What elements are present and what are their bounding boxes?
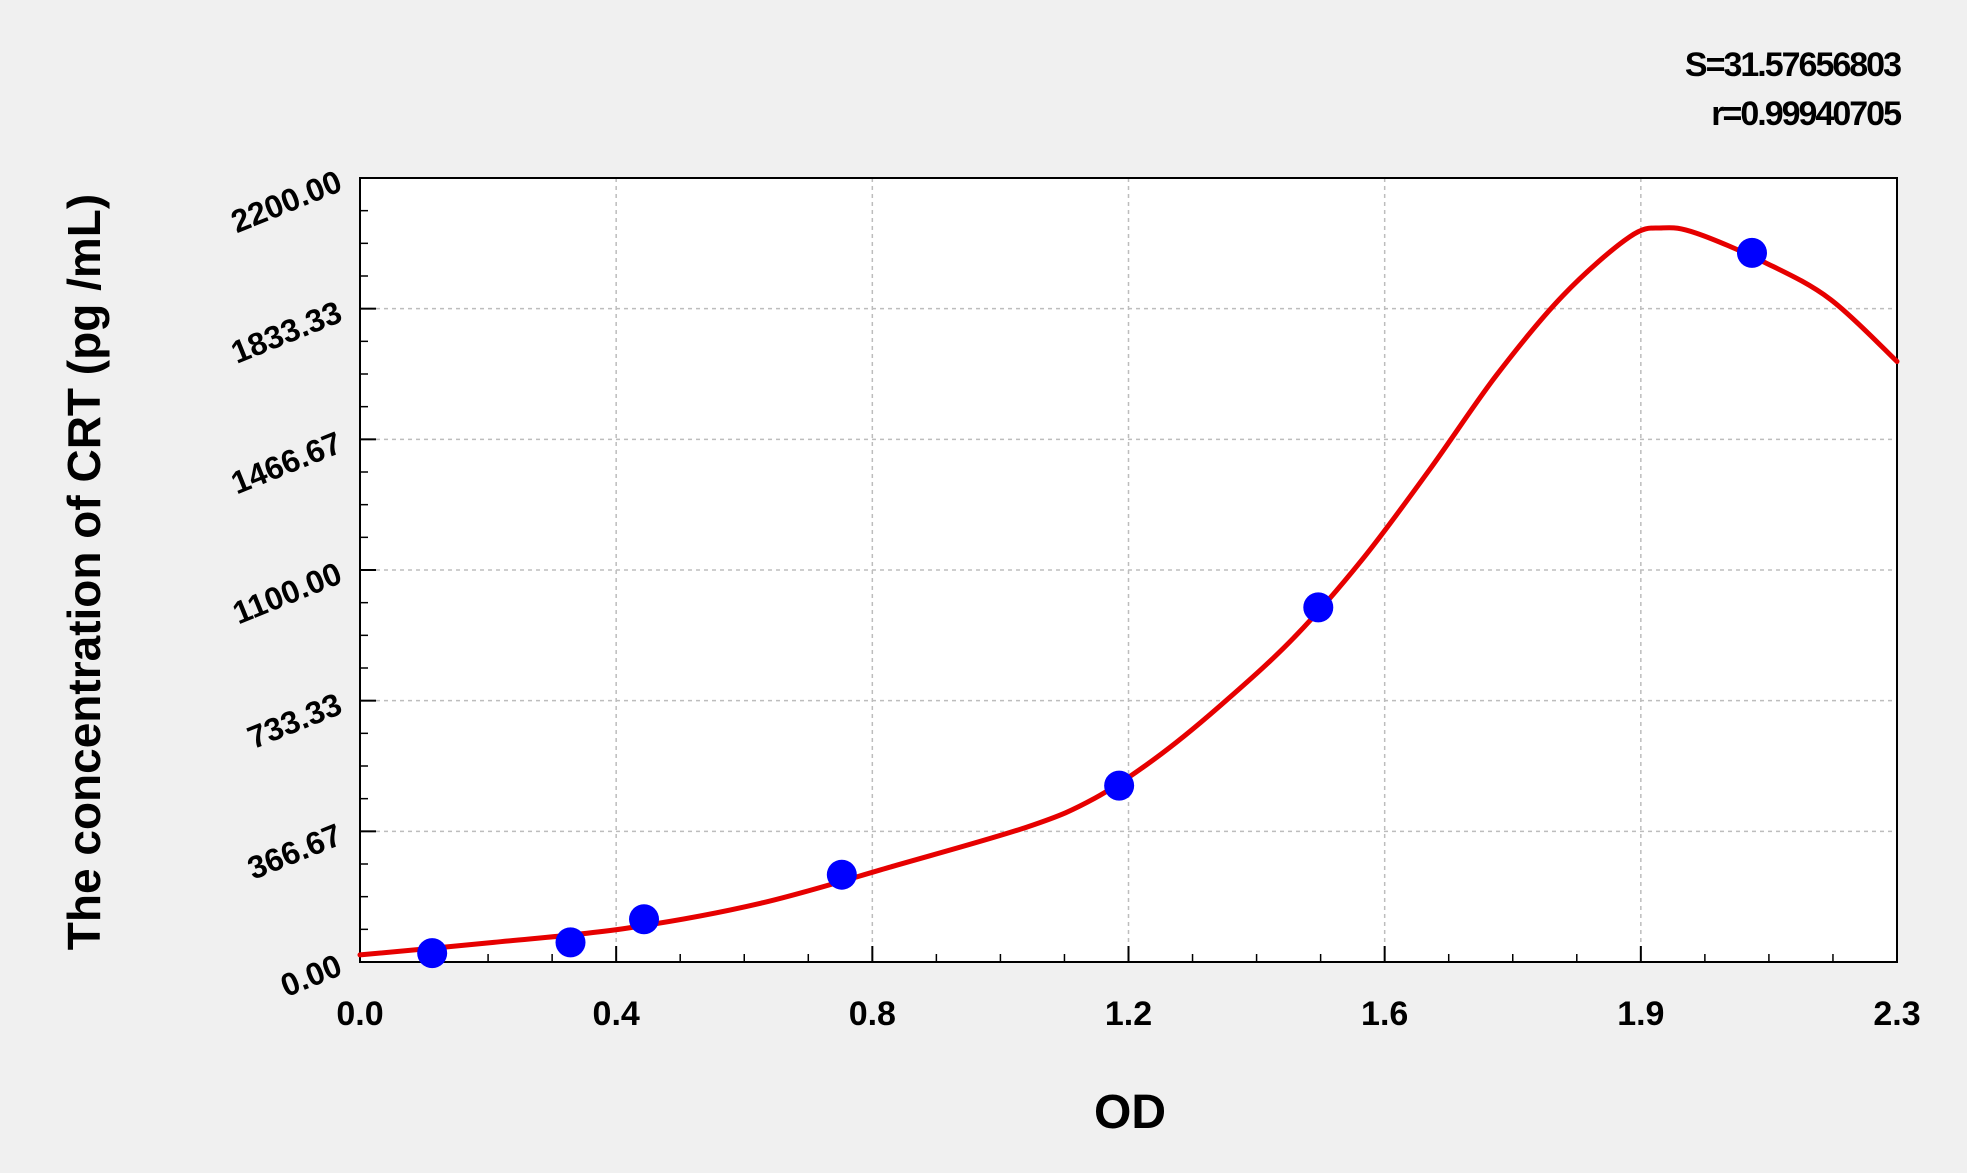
data-point [1736, 237, 1767, 268]
x-tick-label: 0.0 [336, 995, 383, 1033]
data-point [555, 927, 586, 958]
plot-frame [359, 177, 1898, 963]
fit-curve [357, 225, 1900, 958]
data-point [826, 859, 857, 890]
data-point [629, 904, 660, 935]
x-tick-label: 1.9 [1617, 995, 1664, 1033]
data-point [1104, 770, 1135, 801]
data-points [417, 237, 1767, 969]
data-point [417, 938, 448, 969]
x-axis-title: OD [1094, 1086, 1166, 1139]
gridlines [360, 178, 1897, 962]
x-tick-label: 1.2 [1105, 995, 1152, 1033]
s-value-label: S=31.57656803 [1685, 46, 1901, 84]
y-axis-title: The concentration of CRT (pg /mL) [58, 194, 110, 950]
x-tick-label: 2.3 [1873, 995, 1920, 1033]
r-value-label: r=0.99940705 [1711, 95, 1901, 133]
data-point [1303, 592, 1334, 623]
x-tick-label: 1.6 [1361, 995, 1408, 1033]
x-tick-label: 0.8 [849, 995, 896, 1033]
x-tick-labels: 0.0 0.4 0.8 1.2 1.6 1.9 2.3 [336, 995, 1920, 1033]
x-tick-label: 0.4 [593, 995, 640, 1033]
